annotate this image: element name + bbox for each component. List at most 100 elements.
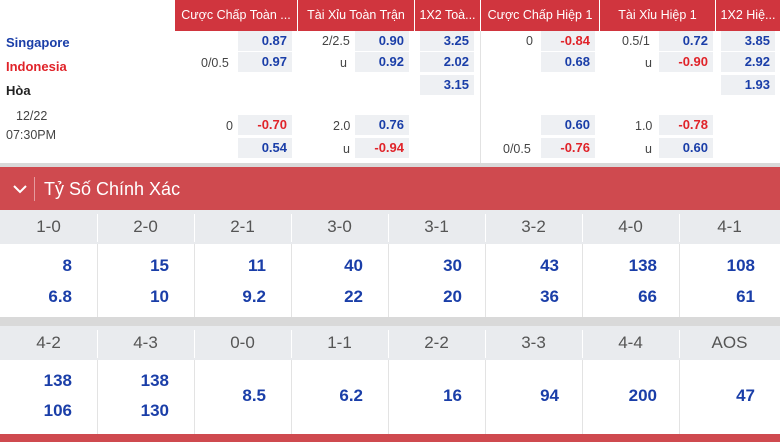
header-separator xyxy=(97,214,98,242)
score-odd-home[interactable]: 15 xyxy=(150,256,169,275)
header-handicap-fulltime[interactable]: Cược Chấp Toàn ... xyxy=(175,0,297,31)
score-odd-away[interactable]: 130 xyxy=(140,401,169,420)
score-odd-away[interactable]: 20 xyxy=(443,287,462,306)
odd-hcp-alt-away[interactable]: 0.54 xyxy=(238,138,292,158)
ou-under-label: u xyxy=(340,56,347,70)
odd-h1-hcp-away[interactable]: 0.68 xyxy=(541,52,595,72)
score-odd-single[interactable]: 47 xyxy=(736,386,755,405)
odd-hcp-away[interactable]: 0.97 xyxy=(238,52,292,72)
h1-ou-line: 0.5/1 xyxy=(622,34,650,48)
score-odd-away[interactable]: 6.8 xyxy=(48,287,72,306)
odd-h1-ou-alt-under[interactable]: 0.60 xyxy=(659,138,713,158)
score-odd-home[interactable]: 108 xyxy=(726,256,755,275)
odd-ou-alt-over[interactable]: 0.76 xyxy=(355,115,409,135)
footer-bar xyxy=(0,434,780,442)
header-separator xyxy=(485,330,486,358)
section-separator xyxy=(34,177,35,201)
correct-score-block-2: 4-2 4-3 0-0 1-1 2-2 3-3 4-4 AOS 138 138 … xyxy=(0,326,780,434)
score-odd-away[interactable]: 10 xyxy=(150,287,169,306)
ou-under-label-alt: u xyxy=(343,142,350,156)
odd-h1-ou-over[interactable]: 0.72 xyxy=(659,31,713,51)
header-separator xyxy=(485,214,486,242)
header-separator xyxy=(388,214,389,242)
odd-hcp-alt-home[interactable]: -0.70 xyxy=(238,115,292,135)
header-overunder-half1[interactable]: Tài Xỉu Hiệp 1 xyxy=(600,0,715,31)
odd-h1-1x2-home[interactable]: 3.85 xyxy=(721,31,775,51)
score-odd-away[interactable]: 22 xyxy=(344,287,363,306)
odd-ou-under[interactable]: 0.92 xyxy=(355,52,409,72)
header-handicap-half1[interactable]: Cược Chấp Hiệp 1 xyxy=(481,0,599,31)
score-odd-away[interactable]: 9.2 xyxy=(242,287,266,306)
odd-1x2-away[interactable]: 2.02 xyxy=(420,52,474,72)
column-separator xyxy=(291,244,292,317)
score-label: 4-4 xyxy=(618,333,643,352)
score-label: 3-1 xyxy=(424,217,449,236)
column-separator xyxy=(679,360,680,434)
hcp-line: 0/0.5 xyxy=(201,56,229,70)
score-odd-home[interactable]: 138 xyxy=(43,371,72,390)
score-odd-home[interactable]: 30 xyxy=(443,256,462,275)
odd-ou-over[interactable]: 0.90 xyxy=(355,31,409,51)
odd-hcp-home[interactable]: 0.87 xyxy=(238,31,292,51)
score-label: 3-0 xyxy=(327,217,352,236)
odd-h1-ou-under[interactable]: -0.90 xyxy=(659,52,713,72)
score-header-row: 1-0 2-0 2-1 3-0 3-1 3-2 4-0 4-1 xyxy=(0,210,780,244)
score-label: 2-0 xyxy=(133,217,158,236)
header-separator xyxy=(679,330,680,358)
score-odds-body: 8 15 11 40 30 43 138 108 6.8 10 9.2 22 2… xyxy=(0,244,780,317)
column-separator xyxy=(388,244,389,317)
score-odd-single[interactable]: 8.5 xyxy=(242,386,266,405)
header-separator xyxy=(194,330,195,358)
team-home-name: Singapore xyxy=(6,35,70,50)
header-1x2-fulltime[interactable]: 1X2 Toà... xyxy=(415,0,480,31)
score-label: 4-1 xyxy=(717,217,742,236)
score-odd-single[interactable]: 6.2 xyxy=(339,386,363,405)
score-odds-body: 138 138 106 130 8.5 6.2 16 94 200 47 xyxy=(0,360,780,434)
score-odd-single[interactable]: 200 xyxy=(628,386,657,405)
odd-h1-ou-alt-over[interactable]: -0.78 xyxy=(659,115,713,135)
score-label: 2-1 xyxy=(230,217,255,236)
score-header-row: 4-2 4-3 0-0 1-1 2-2 3-3 4-4 AOS xyxy=(0,326,780,360)
score-odd-home[interactable]: 43 xyxy=(540,256,559,275)
column-separator xyxy=(97,360,98,434)
h1-hcp-line: 0 xyxy=(526,34,533,48)
section-title: Tỷ Số Chính Xác xyxy=(44,179,181,199)
correct-score-section-header[interactable]: Tỷ Số Chính Xác xyxy=(0,163,780,210)
score-odd-away[interactable]: 36 xyxy=(540,287,559,306)
header-overunder-fulltime[interactable]: Tài Xỉu Toàn Trận xyxy=(298,0,414,31)
header-1x2-half1[interactable]: 1X2 Hiệ... xyxy=(716,0,780,31)
score-odd-home[interactable]: 8 xyxy=(62,256,72,275)
column-separator xyxy=(679,244,680,317)
odd-h1-hcp-alt-away[interactable]: -0.76 xyxy=(541,138,595,158)
score-odd-home[interactable]: 138 xyxy=(628,256,657,275)
score-odd-home[interactable]: 11 xyxy=(248,256,266,275)
odd-ou-alt-under[interactable]: -0.94 xyxy=(355,138,409,158)
header-separator xyxy=(291,214,292,242)
score-odd-away[interactable]: 66 xyxy=(638,287,657,306)
odd-h1-1x2-draw[interactable]: 1.93 xyxy=(721,75,775,95)
h1-ou-under-label-alt: u xyxy=(645,142,652,156)
score-odd-away[interactable]: 61 xyxy=(736,287,755,306)
chevron-down-icon[interactable] xyxy=(10,179,30,199)
score-odd-single[interactable]: 94 xyxy=(540,386,559,405)
odd-1x2-home[interactable]: 3.25 xyxy=(420,31,474,51)
score-odd-away[interactable]: 106 xyxy=(43,401,72,420)
odd-h1-hcp-alt-home[interactable]: 0.60 xyxy=(541,115,595,135)
h1-hcp-line-alt: 0/0.5 xyxy=(503,142,531,156)
draw-label: Hòa xyxy=(6,83,31,98)
odd-h1-hcp-home[interactable]: -0.84 xyxy=(541,31,595,51)
team-away-name: Indonesia xyxy=(6,59,67,74)
score-label: 3-2 xyxy=(521,217,546,236)
column-separator xyxy=(485,244,486,317)
column-separator xyxy=(194,360,195,434)
score-odd-single[interactable]: 16 xyxy=(443,386,462,405)
ou-line: 2/2.5 xyxy=(322,34,350,48)
correct-score-block-1: 1-0 2-0 2-1 3-0 3-1 3-2 4-0 4-1 8 15 11 … xyxy=(0,210,780,317)
header-separator xyxy=(679,214,680,242)
score-odd-home[interactable]: 40 xyxy=(344,256,363,275)
score-odd-home[interactable]: 138 xyxy=(140,371,169,390)
odd-h1-1x2-away[interactable]: 2.92 xyxy=(721,52,775,72)
odd-1x2-draw[interactable]: 3.15 xyxy=(420,75,474,95)
score-label: 1-1 xyxy=(327,333,352,352)
score-label: 1-0 xyxy=(36,217,61,236)
